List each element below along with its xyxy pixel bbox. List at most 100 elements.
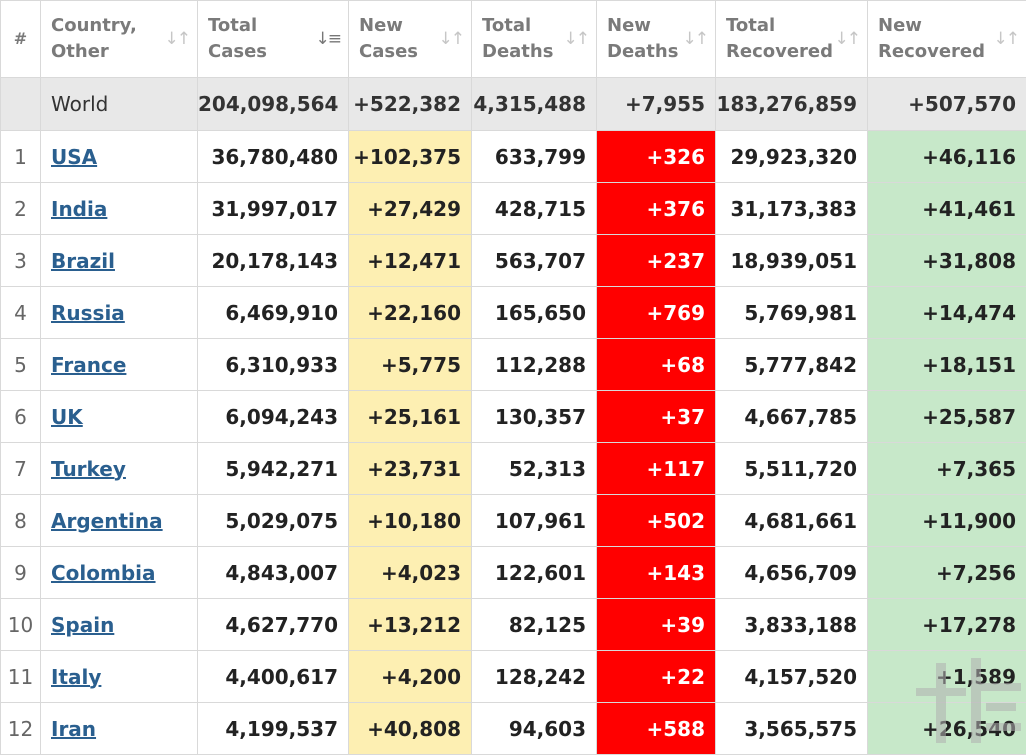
country-link[interactable]: Argentina [51,509,163,533]
row-index: 4 [1,287,41,339]
new-cases-cell: +25,161 [349,391,472,443]
total-cases-cell: 5,942,271 [198,443,349,495]
total-deaths-cell: 52,313 [472,443,597,495]
sort-arrows-icon[interactable]: ↓↑ [683,26,708,52]
total-cases-cell: 6,310,933 [198,339,349,391]
world-row: World 204,098,564 +522,382 4,315,488 +7,… [1,78,1026,131]
total-recovered-cell: 5,777,842 [716,339,868,391]
row-index: 9 [1,547,41,599]
sort-arrows-icon[interactable]: ↓↑ [835,26,860,52]
country-cell: Brazil [41,235,198,287]
country-cell: USA [41,131,198,183]
row-index: 7 [1,443,41,495]
new-deaths-cell: +237 [597,235,716,287]
country-link[interactable]: India [51,197,107,221]
country-cell: Turkey [41,443,198,495]
world-new-deaths: +7,955 [597,78,716,131]
header-new-recovered[interactable]: New Recovered↓↑ [868,1,1026,78]
header-total-cases[interactable]: Total Cases ↓≡ [198,1,349,78]
new-deaths-cell: +376 [597,183,716,235]
header-new-cases[interactable]: New Cases↓↑ [349,1,472,78]
new-recovered-cell: +11,900 [868,495,1026,547]
header-new-cases-label: New Cases [349,13,439,65]
new-deaths-cell: +22 [597,651,716,703]
header-total-recovered[interactable]: Total Recovered↓↑ [716,1,868,78]
header-new-deaths[interactable]: New Deaths↓↑ [597,1,716,78]
new-cases-cell: +10,180 [349,495,472,547]
country-link[interactable]: Russia [51,301,125,325]
new-recovered-cell: +17,278 [868,599,1026,651]
total-cases-cell: 6,094,243 [198,391,349,443]
row-index: 6 [1,391,41,443]
new-recovered-cell: +14,474 [868,287,1026,339]
total-recovered-cell: 4,656,709 [716,547,868,599]
total-recovered-cell: 3,565,575 [716,703,868,755]
row-index: 1 [1,131,41,183]
row-index: 2 [1,183,41,235]
country-link[interactable]: Turkey [51,457,126,481]
header-index[interactable]: # [1,1,41,78]
sort-arrows-icon[interactable]: ↓↑ [564,26,589,52]
country-link[interactable]: Spain [51,613,114,637]
country-link[interactable]: UK [51,405,83,429]
row-index: 3 [1,235,41,287]
sort-desc-icon[interactable]: ↓≡ [316,26,341,52]
total-recovered-cell: 29,923,320 [716,131,868,183]
sort-arrows-icon[interactable]: ↓↑ [994,26,1019,52]
header-total-cases-label: Total Cases [198,13,288,65]
new-cases-cell: +22,160 [349,287,472,339]
header-total-recovered-label: Total Recovered [716,13,836,65]
total-cases-cell: 36,780,480 [198,131,349,183]
country-link[interactable]: Italy [51,665,101,689]
new-recovered-cell: +26,540 [868,703,1026,755]
new-deaths-cell: +68 [597,339,716,391]
total-deaths-cell: 128,242 [472,651,597,703]
country-cell: Italy [41,651,198,703]
total-deaths-cell: 165,650 [472,287,597,339]
country-cell: UK [41,391,198,443]
new-cases-cell: +12,471 [349,235,472,287]
header-country[interactable]: Country, Other↓↑ [41,1,198,78]
sort-arrows-icon[interactable]: ↓↑ [165,26,190,52]
header-new-recovered-label: New Recovered [868,13,988,65]
new-cases-cell: +5,775 [349,339,472,391]
country-link[interactable]: France [51,353,126,377]
world-new-cases: +522,382 [349,78,472,131]
total-cases-cell: 20,178,143 [198,235,349,287]
new-deaths-cell: +588 [597,703,716,755]
total-cases-cell: 4,843,007 [198,547,349,599]
new-deaths-cell: +143 [597,547,716,599]
new-deaths-cell: +37 [597,391,716,443]
header-new-deaths-label: New Deaths [597,13,687,65]
country-cell: Russia [41,287,198,339]
total-deaths-cell: 633,799 [472,131,597,183]
new-deaths-cell: +117 [597,443,716,495]
sort-arrows-icon[interactable]: ↓↑ [439,26,464,52]
row-index: 5 [1,339,41,391]
row-index: 11 [1,651,41,703]
country-link[interactable]: Brazil [51,249,115,273]
country-link[interactable]: USA [51,145,97,169]
world-new-recovered: +507,570 [868,78,1026,131]
country-link[interactable]: Colombia [51,561,156,585]
header-total-deaths[interactable]: Total Deaths↓↑ [472,1,597,78]
country-cell: Spain [41,599,198,651]
new-cases-cell: +23,731 [349,443,472,495]
new-deaths-cell: +769 [597,287,716,339]
total-recovered-cell: 18,939,051 [716,235,868,287]
country-link[interactable]: Iran [51,717,96,741]
new-cases-cell: +13,212 [349,599,472,651]
new-cases-cell: +40,808 [349,703,472,755]
new-deaths-cell: +39 [597,599,716,651]
new-cases-cell: +102,375 [349,131,472,183]
header-row: # Country, Other↓↑ Total Cases ↓≡ New Cas… [1,1,1026,78]
new-recovered-cell: +25,587 [868,391,1026,443]
world-total-recovered: 183,276,859 [716,78,868,131]
